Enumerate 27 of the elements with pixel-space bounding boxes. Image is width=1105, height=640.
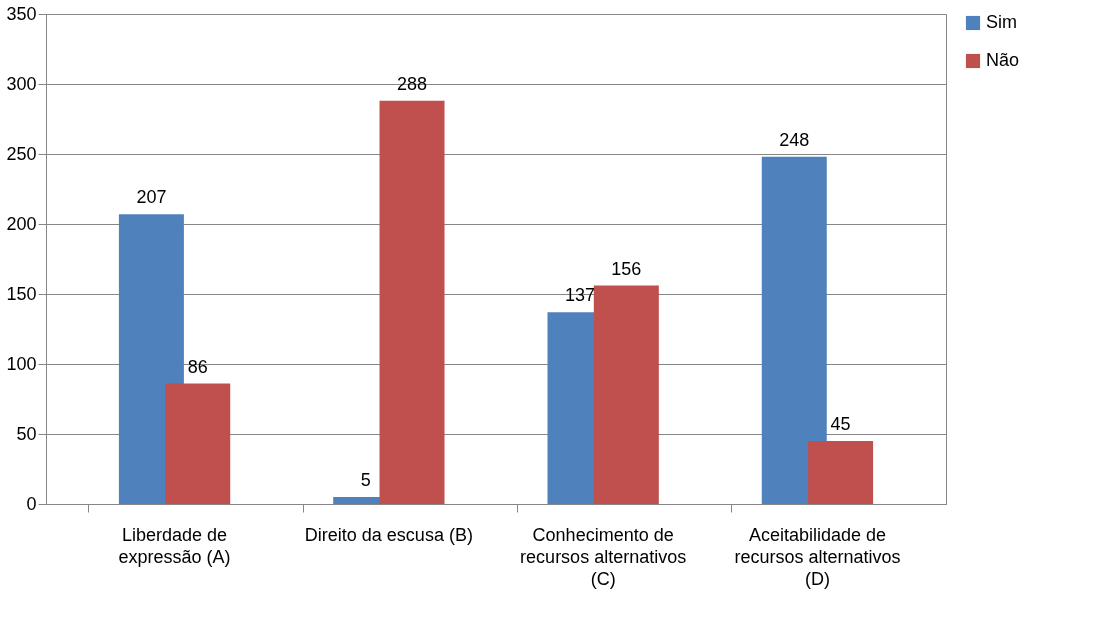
data-label: 5 [360,470,371,490]
x-tick-label: Direito da escusa (B) [304,524,473,545]
y-tick-label: 50 [16,423,37,444]
bar [593,285,659,504]
data-label: 288 [397,73,428,94]
data-label: 156 [611,258,642,279]
bar [165,383,231,504]
y-tick-label: 100 [6,353,37,374]
data-label: 86 [187,356,208,377]
y-tick-label: 250 [6,143,37,164]
x-tick-label: Liberdade de expressão (A) [118,524,231,567]
x-tick-label: Conhecimento de recursos alternativos (C) [520,524,687,589]
legend-label: Não [986,50,1020,70]
bar [808,441,874,504]
data-label: 137 [564,285,595,306]
data-label: 248 [779,129,810,150]
bar [761,156,827,504]
y-tick-label: 350 [6,3,37,24]
data-label: 207 [136,187,167,208]
bar [379,100,445,504]
data-label: 45 [830,414,851,434]
legend-label: Sim [986,12,1017,32]
y-tick-label: 0 [26,493,37,514]
x-tick-label: Aceitabilidade de recursos alternativos (D) [734,524,901,589]
y-tick-label: 300 [6,73,37,94]
y-tick-label: 200 [6,213,37,234]
y-tick-label: 150 [6,283,37,304]
